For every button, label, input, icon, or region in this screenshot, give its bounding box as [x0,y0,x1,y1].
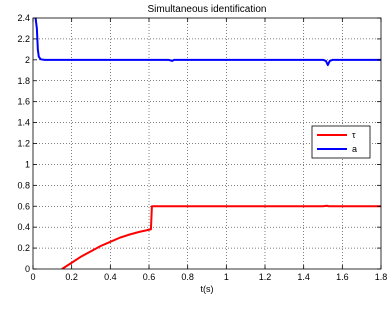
chart-title: Simultaneous identification [148,4,267,15]
y-tick-label: 2 [25,55,30,65]
y-tick-label: 2.2 [17,34,30,44]
x-tick-label: 1.4 [297,272,310,282]
y-tick-label: 1.2 [17,139,30,149]
y-tick-label: 1.4 [17,118,30,128]
x-tick-label: 1.8 [375,272,387,282]
y-tick-label: 0.4 [17,222,30,232]
y-tick-label: 0.6 [17,201,30,211]
x-tick-label: 0 [30,272,35,282]
x-axis-label: t(s) [201,284,214,294]
series-line-1 [34,18,381,67]
y-tick-label: 2.4 [17,13,30,23]
x-tick-label: 1 [224,272,229,282]
x-tick-label: 0.8 [181,272,194,282]
x-tick-label: 0.6 [143,272,156,282]
x-tick-label: 0.4 [104,272,117,282]
axis-ticks: 0 0.2 0.4 0.6 0.8 1 1.2 1.4 1.6 1.8 0 0.2 0.4 0.6 0.8 1… [17,13,387,282]
y-tick-label: 0.2 [17,243,30,253]
series-lines [34,18,381,269]
legend-entry-label: τ [352,130,356,140]
legend-entry-label: a [352,144,357,154]
legend: τa [311,125,371,159]
series-line-0 [61,204,381,269]
legend-box [311,125,371,159]
y-tick-label: 1 [25,159,30,169]
y-tick-label: 0.8 [17,180,30,190]
y-tick-label: 1.8 [17,76,30,86]
x-tick-label: 0.2 [65,272,78,282]
x-tick-label: 1.6 [336,272,349,282]
x-tick-label: 1.2 [259,272,272,282]
y-tick-label: 1.6 [17,97,30,107]
y-tick-label: 0 [25,264,30,274]
